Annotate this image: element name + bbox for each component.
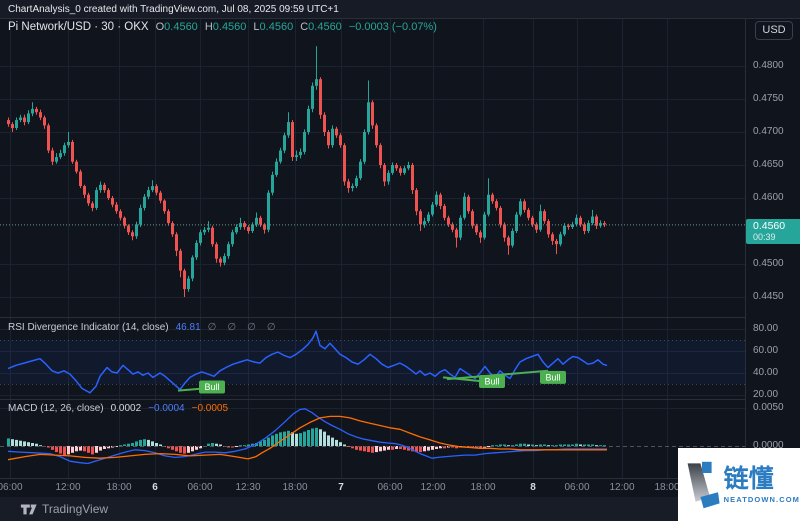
time-axis-day-label: 6 <box>152 482 158 493</box>
rsi-current-value: 46.81 <box>175 322 201 333</box>
axis-label: 0.4750 <box>753 93 784 104</box>
bull-label: Bull <box>479 375 505 388</box>
axis-label: 0.4450 <box>753 291 784 302</box>
close-value: C0.4560 <box>300 21 342 33</box>
macd-histogram <box>7 427 606 456</box>
macd-line <box>7 408 607 465</box>
rsi-empty-marker: ∅ <box>207 322 221 333</box>
grid-lines <box>0 18 745 478</box>
watermark-cn-name: 链懂 <box>723 464 774 493</box>
time-axis-label: 06:00 <box>564 482 590 493</box>
axis-label: 0.4700 <box>753 126 784 137</box>
change-value: −0.0003 (−0.07%) <box>348 21 437 33</box>
axis-label: 0.0000 <box>753 440 784 451</box>
pane-separators <box>0 317 745 400</box>
time-axis-label: 18:00 <box>654 482 680 493</box>
open-value: O0.4560 <box>155 21 198 33</box>
tradingview-logo-icon <box>20 504 37 515</box>
time-axis-label: 12:30 <box>235 482 261 493</box>
bull-label: Bull <box>199 380 225 394</box>
axis-label: 40.00 <box>753 367 779 378</box>
macd-signal-value: −0.0005 <box>191 403 229 414</box>
time-axis-label: 06:00 <box>377 482 403 493</box>
candlesticks <box>7 46 606 297</box>
neatdown-logo-icon <box>687 461 720 508</box>
time-axis-label: 18:00 <box>106 482 132 493</box>
tradingview-brand-link[interactable]: TradingView <box>42 502 109 516</box>
axis-label: 0.4650 <box>753 159 784 170</box>
chart-canvas[interactable]: Bull Bull Bull <box>0 0 745 479</box>
time-axis-label: 18:00 <box>470 482 496 493</box>
bull-label: Bull <box>540 370 566 384</box>
symbol-legend: Pi Network/USD · 30 · OKX O0.4560 H0.456… <box>8 21 437 33</box>
watermark-domain: NEATDOWN.COM <box>723 494 800 504</box>
axis-label: 80.00 <box>753 323 779 334</box>
rsi-divergence: Bull Bull Bull <box>177 369 566 394</box>
axis-label: 0.4800 <box>753 60 784 71</box>
rsi-empty-marker: ∅ <box>227 322 241 333</box>
watermark-text: 链懂 NEATDOWN.COM <box>724 466 800 504</box>
time-axis-label: 06:00 <box>187 482 213 493</box>
macd-hist-value: 0.0002 <box>110 403 142 414</box>
chart-title: ChartAnalysis_0 created with TradingView… <box>8 3 339 15</box>
time-axis-label: 18:00 <box>282 482 308 493</box>
svg-text:Bull: Bull <box>484 377 499 387</box>
last-price-badge: 0.4560 00:39 <box>746 219 800 244</box>
last-price: 0.4560 <box>753 220 786 232</box>
low-value: L0.4560 <box>253 21 294 33</box>
time-axis-label: 12:00 <box>609 482 635 493</box>
macd-indicator-title[interactable]: MACD (12, 26, close) <box>8 403 104 414</box>
axis-label: 60.00 <box>753 345 779 356</box>
macd-signal-line <box>7 415 607 461</box>
svg-text:Bull: Bull <box>545 373 560 383</box>
time-axis-day-label: 7 <box>338 482 344 493</box>
neatdown-watermark: 链懂 NEATDOWN.COM <box>678 448 800 521</box>
rsi-legend: RSI Divergence Indicator (14, close) 46.… <box>8 322 280 333</box>
chart-title-bar: ChartAnalysis_0 created with TradingView… <box>0 0 800 19</box>
time-axis[interactable]: 06:00 12:00 18:00 6 06:00 12:30 18:00 7 06:00 12:… <box>0 478 800 498</box>
time-axis-day-label: 8 <box>530 482 536 493</box>
high-value: H0.4560 <box>204 21 247 33</box>
axis-label: 0.4600 <box>753 192 784 203</box>
axis-label: 20.00 <box>753 389 779 400</box>
attribution-bar: TradingView <box>0 497 800 521</box>
rsi-empty-marker: ∅ <box>266 322 280 333</box>
svg-text:Bull: Bull <box>204 382 219 392</box>
macd-legend: MACD (12, 26, close) 0.0002 −0.0004 −0.0… <box>8 403 228 414</box>
rsi-indicator-title[interactable]: RSI Divergence Indicator (14, close) <box>8 322 169 333</box>
axis-label: 0.4500 <box>753 258 784 269</box>
price-axis[interactable]: USD 0.4560 00:39 0.4800 0.4750 0.4700 0.465… <box>745 18 800 497</box>
time-axis-label: 12:00 <box>55 482 81 493</box>
rsi-line <box>7 330 608 394</box>
currency-toggle-button[interactable]: USD <box>755 21 793 40</box>
rsi-band <box>0 340 745 385</box>
time-axis-label: 12:00 <box>420 482 446 493</box>
time-axis-label: 06:00 <box>0 482 23 493</box>
bar-countdown: 00:39 <box>753 232 776 242</box>
rsi-empty-marker: ∅ <box>247 322 260 333</box>
axis-label: 0.0050 <box>753 402 784 413</box>
macd-line-value: −0.0004 <box>148 403 185 414</box>
symbol-title[interactable]: Pi Network/USD · 30 · OKX <box>8 21 149 33</box>
